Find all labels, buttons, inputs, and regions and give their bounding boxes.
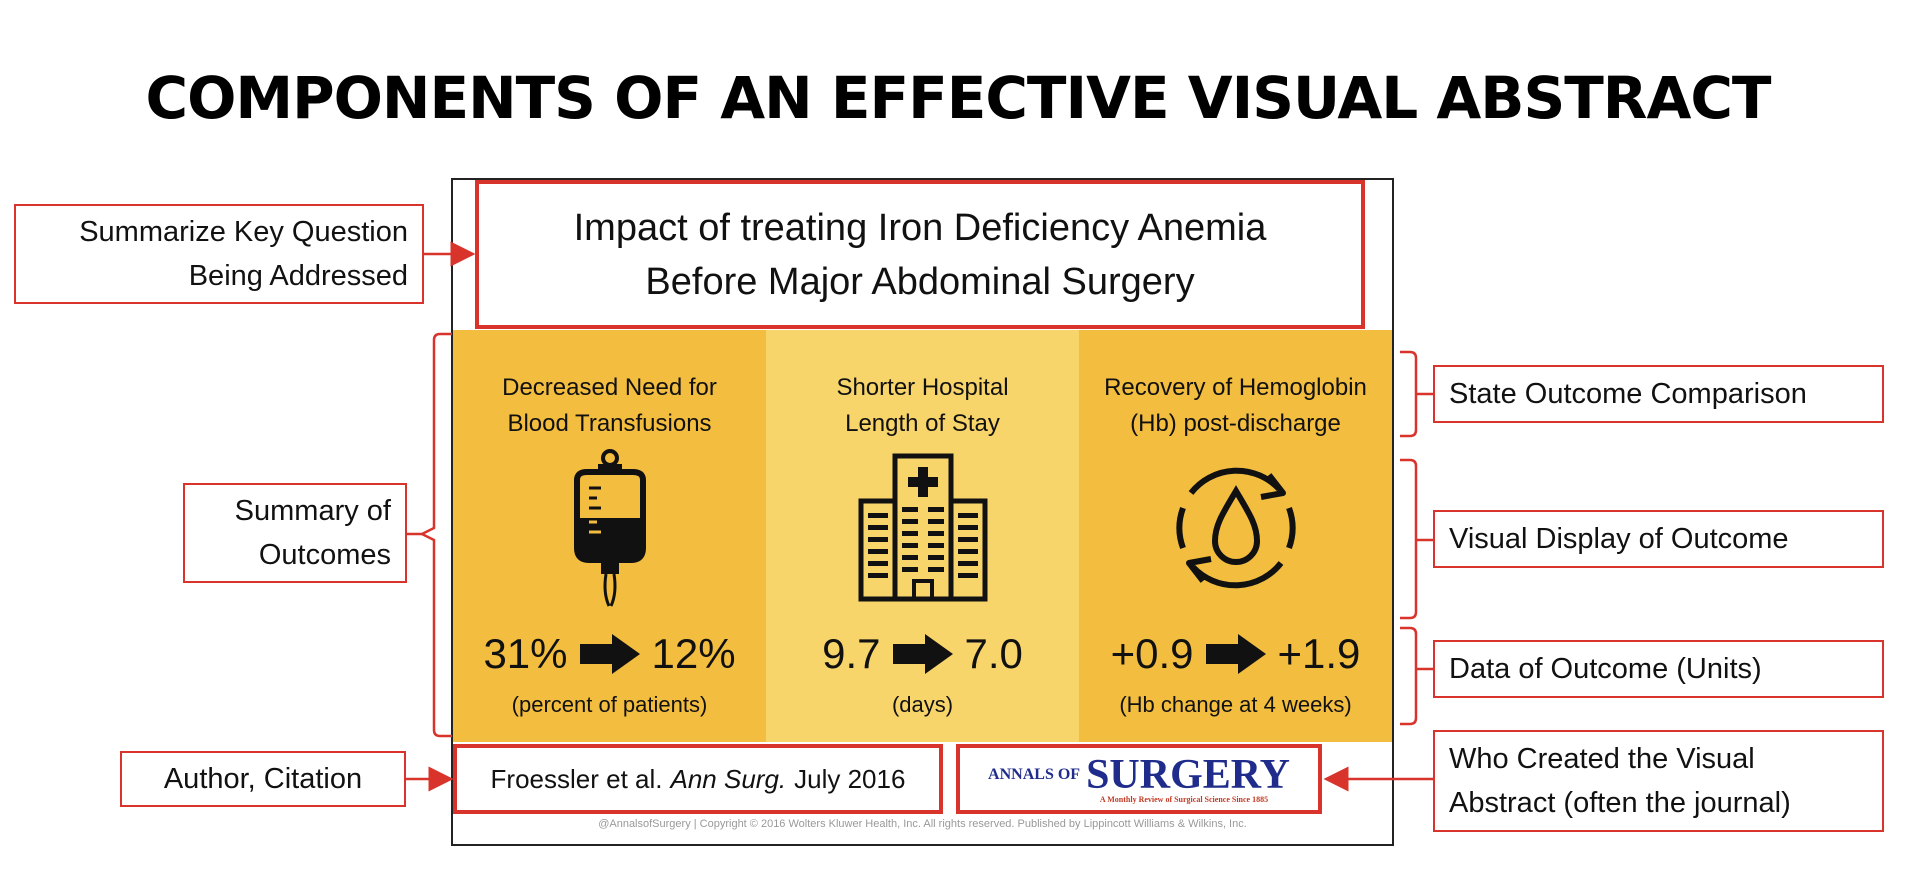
citation-date: July 2016 [794, 763, 906, 794]
journal-logo-name: SURGERY [1086, 751, 1290, 798]
abstract-title-line-1: Impact of treating Iron Deficiency Anemi… [573, 206, 1267, 249]
label-summary-of-outcomes: Summary of Outcomes [183, 483, 407, 583]
citation-journal: Ann Surg. [670, 763, 787, 794]
label-author-citation: Author, Citation [120, 751, 406, 807]
journal-logo-prefix: ANNALS OF [988, 765, 1081, 783]
label-data-of-outcome: Data of Outcome (Units) [1433, 640, 1884, 698]
outcome-data: 31% 12% [453, 630, 766, 678]
label-who-created: Who Created the Visual Abstract (often t… [1433, 730, 1884, 832]
iv-blood-bag-icon [453, 448, 766, 608]
blood-drop-cycle-icon [1079, 448, 1392, 608]
bracket-state-outcome [1400, 350, 1426, 438]
journal-logo-tagline: A Monthly Review of Surgical Science Sin… [1099, 794, 1269, 804]
outcome-unit: (days) [891, 692, 954, 717]
hospital-building-icon [766, 448, 1079, 608]
outcome-after-value: 12% [651, 630, 736, 677]
outcome-before-value: +0.9 [1110, 630, 1194, 677]
right-arrow-icon [1205, 634, 1266, 674]
outcome-after-value: 7.0 [964, 630, 1023, 677]
panel-title-line-2: (Hb) post-discharge [1130, 410, 1341, 437]
panel-title-line-2: Length of Stay [845, 410, 1000, 437]
label-state-outcome-comparison: State Outcome Comparison [1433, 365, 1884, 423]
panel-title: Decreased Need for Blood Transfusions [453, 370, 766, 442]
panel-title: Shorter Hospital Length of Stay [766, 370, 1079, 442]
outcome-panel-hemoglobin: Recovery of Hemoglobin (Hb) post-dischar… [1079, 330, 1392, 742]
label-visual-display-of-outcome: Visual Display of Outcome [1433, 510, 1884, 568]
outcome-panels: Decreased Need for Blood Transfusions 31… [453, 330, 1392, 742]
outcome-before-value: 31% [483, 630, 568, 677]
panel-title: Recovery of Hemoglobin (Hb) post-dischar… [1079, 370, 1392, 442]
outcome-data: +0.9 +1.9 [1079, 630, 1392, 678]
bracket-visual-display [1400, 458, 1426, 620]
label-key-question-line-2: Being Addressed [188, 260, 408, 292]
panel-title-line-1: Shorter Hospital [836, 374, 1009, 401]
bracket-summary-of-outcomes [419, 332, 452, 738]
outcome-panel-transfusions: Decreased Need for Blood Transfusions 31… [453, 330, 766, 742]
abstract-title-box: Impact of treating Iron Deficiency Anemi… [475, 180, 1365, 329]
label-summary-line-1: Summary of [234, 495, 391, 527]
right-arrow-icon [892, 634, 953, 674]
label-summary-line-2: Outcomes [258, 539, 391, 571]
outcome-panel-length-of-stay: Shorter Hospital Length of Stay [766, 330, 1079, 742]
journal-logo: ANNALS OF SURGERY A Monthly Review of Su… [956, 744, 1322, 814]
bracket-data-outcome [1400, 626, 1426, 726]
outcome-unit: (Hb change at 4 weeks) [1119, 692, 1352, 717]
panel-title-line-1: Recovery of Hemoglobin [1104, 374, 1367, 401]
right-arrow-icon [579, 634, 640, 674]
outcome-data: 9.7 7.0 [766, 630, 1079, 678]
outcome-before-value: 9.7 [822, 630, 881, 677]
copyright-notice: @AnnalsofSurgery | Copyright © 2016 Wolt… [598, 818, 1247, 830]
label-key-question-line-1: Summarize Key Question [79, 216, 408, 248]
outcome-after-value: +1.9 [1277, 630, 1361, 677]
citation-box: Froessler et al. Ann Surg. July 2016 [453, 744, 943, 814]
citation-authors: Froessler et al. [490, 763, 663, 794]
label-key-question: Summarize Key Question Being Addressed [14, 204, 424, 304]
panel-title-line-1: Decreased Need for [502, 374, 717, 401]
page-title: COMPONENTS OF AN EFFECTIVE VISUAL ABSTRA… [145, 64, 1772, 132]
outcome-unit: (percent of patients) [511, 692, 708, 717]
label-who-created-line-2: Abstract (often the journal) [1449, 787, 1791, 819]
panel-title-line-2: Blood Transfusions [507, 410, 712, 437]
abstract-title-line-2: Before Major Abdominal Surgery [645, 260, 1195, 303]
label-who-created-line-1: Who Created the Visual [1449, 743, 1755, 775]
